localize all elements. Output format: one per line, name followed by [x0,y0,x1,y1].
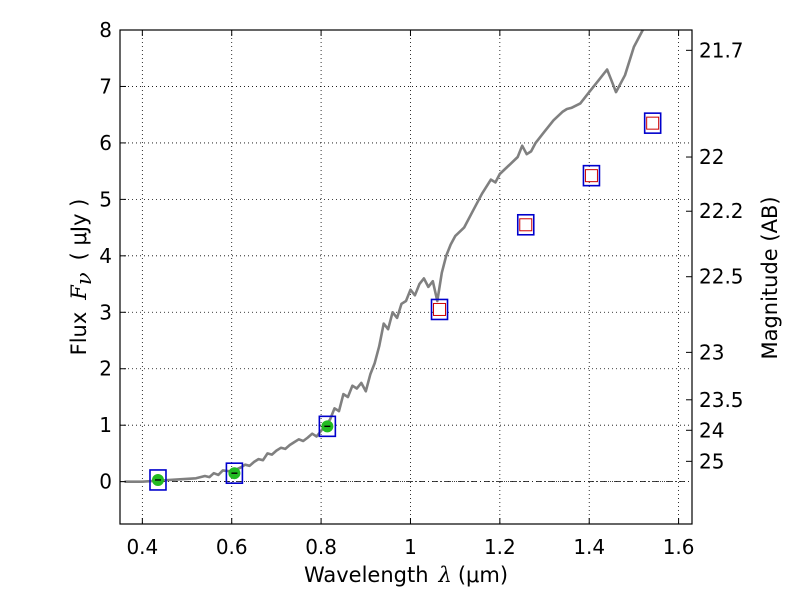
model-photometry-box [643,112,662,134]
model-photometry-marker [646,116,660,130]
right-axis-title: Magnitude (AB) [758,196,782,359]
x-axis-title: Wavelength λ (μm) [304,563,508,587]
y-tick-label: 1 [99,413,112,437]
y-tick-label: 0 [99,470,112,494]
model-photometry-box [430,298,449,321]
y-axis-title: FluxFν( μJy ) [67,199,96,356]
y-tick-label: 8 [99,18,112,42]
y2-tick-label: 24 [699,418,724,442]
model-photometry-marker [433,302,447,316]
y2-tick-label: 21.7 [699,38,744,62]
x-tick-label: 0.4 [126,535,158,559]
y-tick-label: 6 [99,131,112,155]
x-tick-label: 0.8 [305,535,337,559]
x-tick-label: 1.4 [573,535,605,559]
y-tick-label: 5 [99,187,112,211]
y2-tick-label: 23.5 [699,388,744,412]
model-photometry-box [582,164,601,187]
spectrum-line [124,29,644,484]
y-tick-label: 4 [99,244,112,268]
y-tick-label: 2 [99,357,112,381]
photometry-box [318,415,337,438]
grid-lines [120,29,692,524]
model-photometry-box [516,213,535,236]
y-tick-label: 7 [99,74,112,98]
y2-tick-label: 22.5 [699,265,744,289]
photometry-layer [149,112,662,491]
y2-tick-label: 23 [699,340,724,364]
spectrum-layer [124,29,644,484]
plot-frame [119,29,693,525]
x-tick-label: 1 [404,535,417,559]
model-photometry-marker [519,218,533,232]
axis-ticks: 0.4 0.6 0.8 1 1.2 1.4 1.601234567821.72222.222… [99,18,743,559]
x-tick-label: 1.2 [484,535,516,559]
y2-tick-label: 22.2 [699,199,744,223]
y-tick-label: 3 [99,300,112,324]
y2-tick-label: 25 [699,449,724,473]
x-tick-label: 1.6 [663,535,695,559]
model-photometry-marker [584,169,598,183]
photometry-box [225,462,244,484]
y2-tick-label: 22 [699,145,724,169]
photometry-box [149,469,167,491]
x-tick-label: 0.6 [216,535,248,559]
